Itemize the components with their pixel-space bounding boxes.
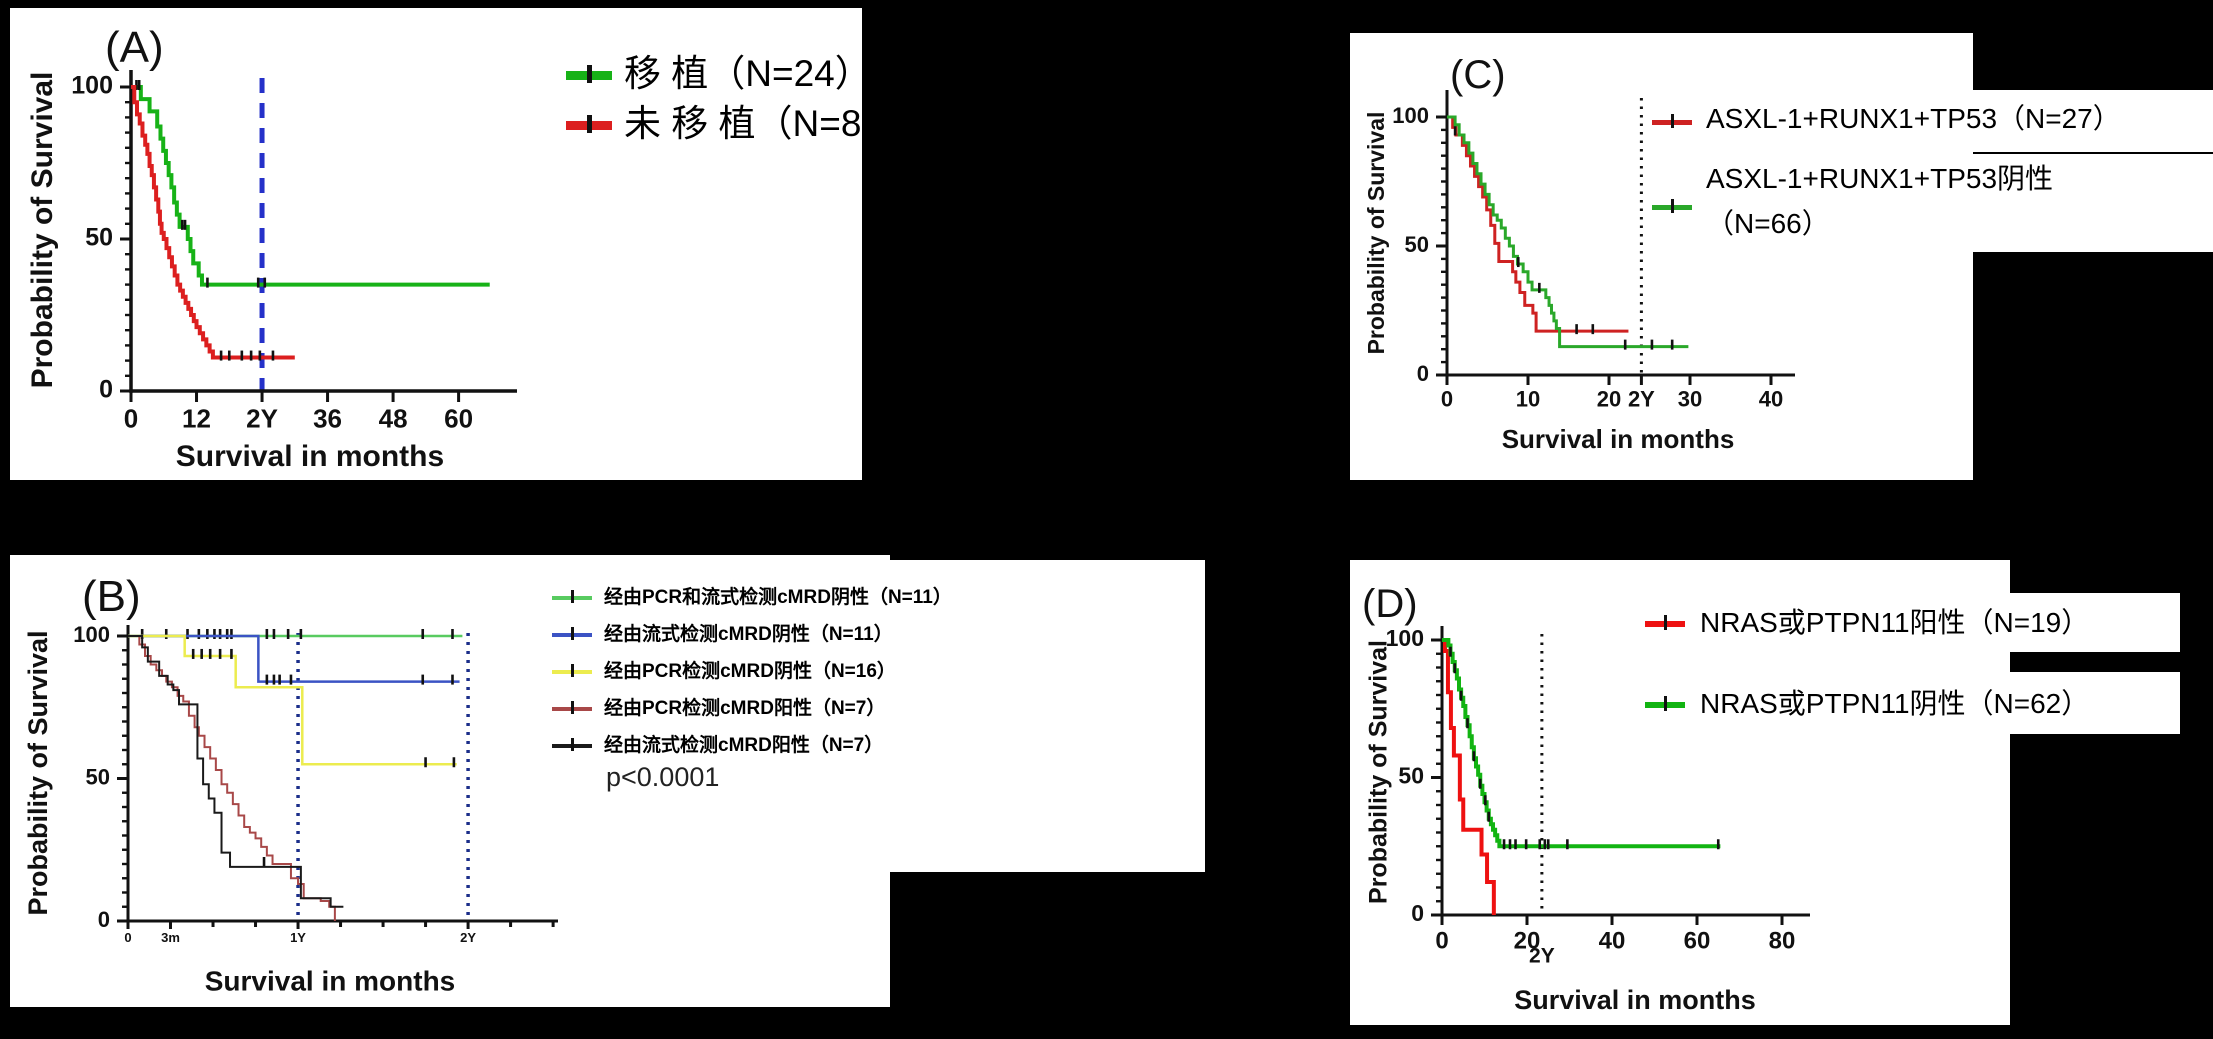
svg-text:0: 0 [1417, 361, 1429, 386]
legend-backdrop-d-1 [2008, 672, 2180, 734]
svg-text:60: 60 [444, 404, 473, 434]
svg-text:3m: 3m [161, 930, 180, 945]
censor-tick-icon [587, 114, 592, 133]
legend-b-marker-3 [552, 701, 592, 714]
svg-text:50: 50 [86, 764, 110, 789]
legend-b-marker-1 [552, 627, 592, 640]
svg-text:80: 80 [1769, 928, 1796, 955]
legend-b-label-1: 经由流式检测cMRD阴性（N=11） [604, 624, 893, 645]
legend-b-marker-2 [552, 664, 592, 677]
legend-c-label-1: ASXL-1+RUNX1+TP53阴性 （N=66） [1706, 163, 2054, 240]
legend-d-label-0: NRAS或PTPN11阳性（N=19） [1700, 607, 2090, 638]
legend-d-label-1: NRAS或PTPN11阴性（N=62） [1700, 688, 2090, 719]
svg-text:30: 30 [1678, 387, 1702, 412]
svg-text:100: 100 [1392, 103, 1429, 128]
p-value-label: p<0.0001 [606, 762, 720, 792]
svg-text:36: 36 [313, 404, 342, 434]
chart-C: 0 50 100 0 10 20 2Y 30 40 Survival in months Proba… [1363, 90, 1795, 454]
legend-a-label-1: 未 移 植（N=8） [624, 103, 899, 144]
legend-c-marker-1 [1652, 198, 1692, 213]
censor-tick-icon [1671, 113, 1674, 128]
legend-b-marker-4 [552, 738, 592, 751]
svg-text:50: 50 [1398, 763, 1424, 789]
svg-text:0: 0 [124, 930, 131, 945]
legend-backdrop-d-0 [2008, 593, 2180, 652]
svg-text:Survival in months: Survival in months [176, 440, 444, 473]
svg-text:40: 40 [1759, 387, 1783, 412]
censor-tick-icon [571, 627, 574, 640]
svg-text:60: 60 [1684, 928, 1711, 955]
legend-a-label-0: 移 植（N=24） [624, 53, 872, 94]
censor-tick-icon [1664, 696, 1667, 711]
svg-text:50: 50 [1405, 232, 1429, 257]
svg-text:2Y: 2Y [1529, 945, 1555, 968]
panel-c-tag: (C) [1450, 53, 1506, 97]
chart-B: 0 50 100 0 3m 1Y 2Y Survival in months Probabili… [23, 622, 558, 996]
legend-a-marker-0 [566, 64, 612, 83]
svg-text:2Y: 2Y [460, 930, 476, 945]
svg-text:0: 0 [98, 907, 110, 932]
legend-backdrop-b-0 [548, 560, 1205, 872]
legend-b-label-2: 经由PCR检测cMRD阴性（N=16） [604, 661, 896, 682]
legend-backdrop-c-1 [1970, 154, 2213, 252]
svg-text:1Y: 1Y [290, 930, 306, 945]
svg-text:20: 20 [1514, 928, 1541, 955]
svg-text:100: 100 [73, 622, 110, 647]
svg-text:Survival in months: Survival in months [1502, 424, 1735, 454]
legend-b-marker-0 [552, 590, 592, 603]
svg-text:12: 12 [182, 404, 211, 434]
svg-text:0: 0 [99, 376, 113, 404]
svg-text:Survival in months: Survival in months [205, 965, 456, 996]
legend-b-label-0: 经由PCR和流式检测cMRD阴性（N=11） [604, 587, 952, 608]
svg-text:48: 48 [379, 404, 408, 434]
panel-d-tag: (D) [1362, 582, 1418, 626]
panel-a-tag: (A) [105, 23, 164, 72]
panel-C: 0 50 100 0 10 20 2Y 30 40 Survival in months Proba… [1350, 33, 1973, 480]
svg-text:100: 100 [71, 72, 113, 100]
censor-tick-icon [571, 590, 574, 603]
panel-b-tag: (B) [82, 572, 141, 621]
legend-d-marker-1 [1645, 696, 1685, 711]
svg-text:0: 0 [1411, 900, 1424, 926]
legend-b-label-3: 经由PCR检测cMRD阳性（N=7） [604, 698, 886, 719]
svg-text:2Y: 2Y [1628, 387, 1655, 412]
censor-tick-icon [571, 664, 574, 677]
legend-a-marker-1 [566, 114, 612, 133]
svg-text:100: 100 [1386, 625, 1424, 651]
svg-text:0: 0 [1441, 387, 1453, 412]
legend-b-label-4: 经由流式检测cMRD阳性（N=7） [604, 735, 884, 756]
svg-text:Probability of Survival: Probability of Survival [23, 630, 53, 915]
censor-tick-icon [571, 738, 574, 751]
censor-tick-icon [1664, 615, 1667, 630]
panel-A: 0 50 100 0 12 2Y 36 48 60 Survival in months Proba… [10, 8, 862, 480]
svg-text:10: 10 [1516, 387, 1540, 412]
svg-text:50: 50 [85, 224, 113, 252]
svg-text:0: 0 [124, 404, 138, 434]
censor-tick-icon [1671, 198, 1674, 213]
censor-tick-icon [587, 64, 592, 83]
svg-text:Probability of Survival: Probability of Survival [26, 72, 59, 389]
svg-text:2Y: 2Y [246, 404, 278, 434]
svg-text:Probability of Survival: Probability of Survival [1365, 640, 1393, 904]
legend-c-marker-0 [1652, 113, 1692, 128]
panel-D: 0 50 100 0 20 40 60 80 2Y Survival in months Proba… [1350, 560, 2010, 1025]
svg-text:Survival in months: Survival in months [1514, 985, 1756, 1015]
chart-D: 0 50 100 0 20 40 60 80 2Y Survival in months Proba… [1365, 625, 1810, 1015]
legend-backdrop-c-0 [1970, 90, 2213, 152]
svg-text:20: 20 [1597, 387, 1621, 412]
svg-text:Probability of Survival: Probability of Survival [1363, 112, 1389, 355]
svg-text:0: 0 [1435, 928, 1448, 955]
censor-tick-icon [571, 701, 574, 714]
svg-text:40: 40 [1599, 928, 1626, 955]
legend-c-label-0: ASXL-1+RUNX1+TP53（N=27） [1706, 103, 2121, 134]
legend-d-marker-0 [1645, 615, 1685, 630]
